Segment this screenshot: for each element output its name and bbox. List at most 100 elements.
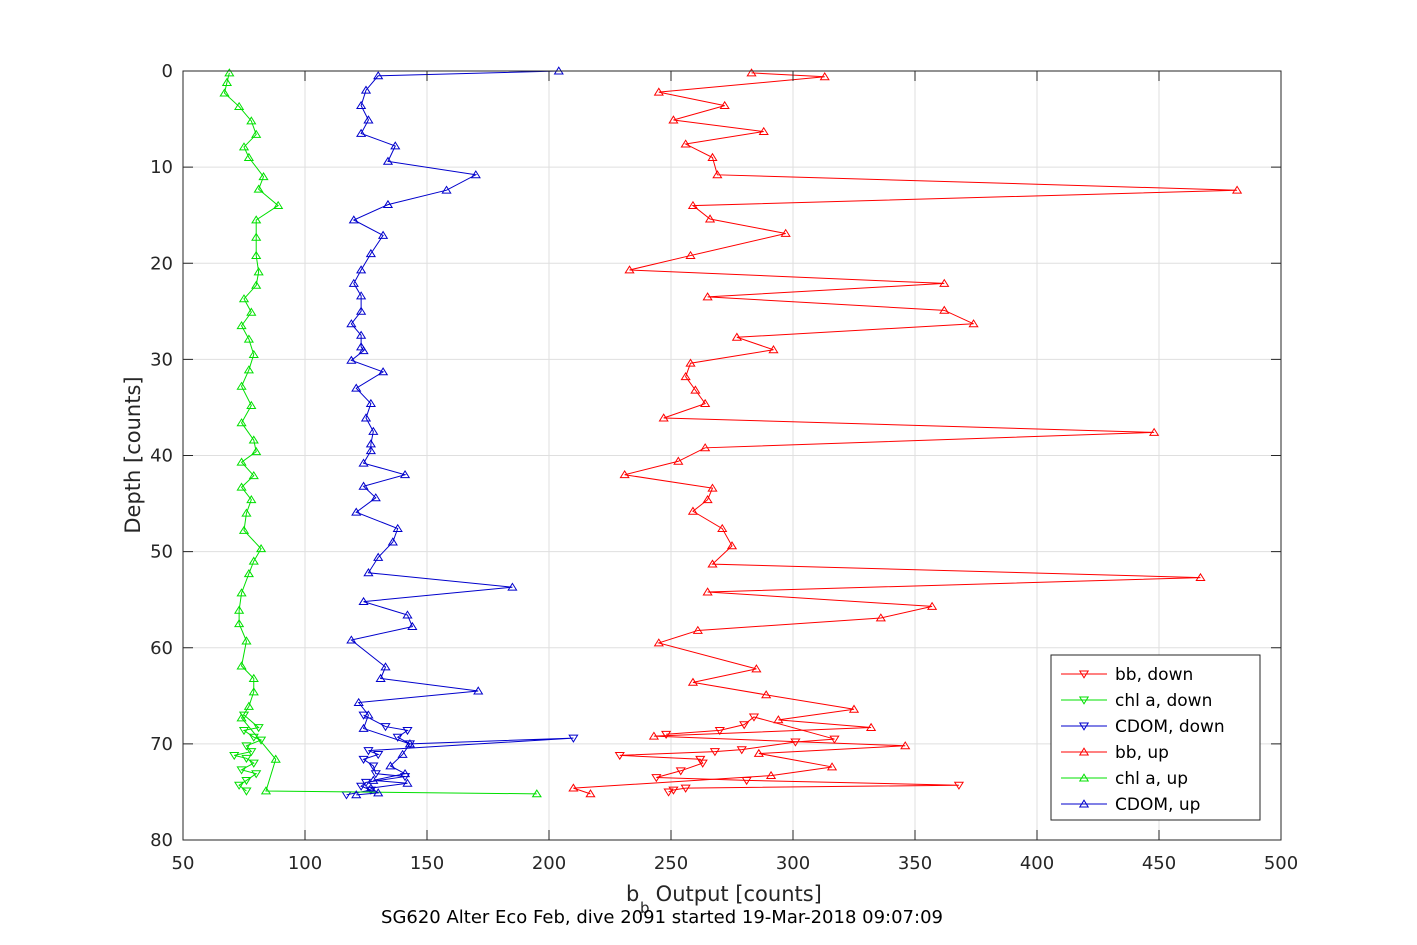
data-point: [241, 742, 252, 751]
x-tick-label: 500: [1264, 853, 1298, 874]
data-point: [507, 582, 518, 591]
data-point: [246, 307, 257, 316]
data-point: [399, 470, 411, 479]
data-point: [351, 790, 362, 799]
data-point: [680, 784, 691, 793]
data-point: [238, 726, 250, 736]
legend-entry: bb, down: [1061, 665, 1193, 685]
data-point: [251, 446, 262, 456]
data-point: [241, 508, 252, 517]
x-axis-label: b b Output [counts]: [626, 882, 822, 917]
series-line: [350, 70, 559, 796]
data-point: [236, 766, 247, 775]
data-point: [653, 638, 664, 647]
data-point: [360, 85, 372, 94]
data-point: [351, 383, 362, 392]
data-point: [236, 713, 247, 722]
data-point: [697, 759, 708, 768]
data-point: [773, 715, 784, 724]
data-point: [243, 701, 254, 710]
data-point: [373, 71, 384, 80]
data-point: [234, 101, 245, 111]
data-point: [392, 733, 403, 742]
data-point: [675, 767, 686, 776]
y-tick-labels: 0 10 20 30 40 50 60 70 80: [150, 61, 173, 851]
chart-caption: SG620 Alter Eco Feb, dive 2091 started 1…: [381, 907, 943, 928]
series-line: [573, 72, 1238, 795]
data-point: [229, 751, 240, 761]
data-point: [365, 445, 376, 455]
data-point: [968, 319, 979, 328]
legend-marker: [1078, 799, 1090, 808]
data-point: [387, 537, 398, 546]
legend-entry: bb, up: [1061, 743, 1169, 763]
data-point: [790, 738, 801, 747]
data-point: [373, 751, 384, 760]
data-point: [685, 358, 696, 367]
data-point: [707, 152, 718, 161]
data-point: [365, 786, 376, 795]
data-point: [253, 267, 264, 276]
data-point: [368, 426, 379, 435]
data-point: [614, 751, 625, 761]
data-point: [243, 569, 254, 578]
series-3: [568, 68, 1243, 798]
data-point: [248, 673, 259, 682]
data-point: [687, 506, 699, 515]
data-point: [709, 748, 721, 757]
y-tick-label: 60: [150, 638, 173, 659]
x-tick-label: 200: [532, 853, 566, 874]
data-point: [241, 787, 252, 796]
series-4: [219, 68, 542, 798]
x-tick-label: 300: [776, 853, 810, 874]
y-tick-label: 20: [150, 253, 173, 274]
data-point: [236, 588, 247, 597]
data-point: [373, 552, 384, 561]
legend-marker: [1078, 747, 1090, 756]
data-point: [238, 142, 250, 151]
data-point: [619, 470, 630, 479]
data-point: [380, 723, 391, 732]
data-point: [243, 334, 254, 343]
y-tick-label: 30: [150, 349, 173, 370]
data-point: [363, 710, 374, 719]
data-point: [236, 418, 247, 427]
data-point: [358, 458, 369, 467]
data-point: [236, 482, 247, 491]
data-point: [441, 185, 452, 194]
data-point: [658, 413, 669, 422]
data-point: [248, 435, 259, 444]
data-point: [356, 100, 367, 110]
data-point: [346, 635, 357, 644]
data-point: [780, 228, 791, 237]
data-point: [241, 776, 252, 786]
data-point: [219, 88, 230, 97]
series-5: [346, 66, 564, 799]
data-point: [360, 413, 372, 422]
data-point: [236, 381, 247, 390]
data-point: [731, 332, 742, 341]
data-point: [663, 788, 674, 797]
data-point: [704, 214, 716, 223]
data-point: [1195, 572, 1206, 582]
data-point: [380, 662, 391, 671]
data-point: [241, 636, 252, 645]
data-point: [404, 739, 416, 748]
data-point: [377, 367, 389, 376]
data-point: [687, 200, 699, 210]
data-point: [753, 748, 764, 757]
data-point: [251, 129, 262, 138]
data-point: [390, 141, 401, 150]
data-point: [1231, 185, 1243, 194]
data-point: [270, 754, 281, 763]
data-point: [382, 156, 394, 165]
x-tick-label: 450: [1142, 853, 1176, 874]
ticks: [182, 70, 1282, 841]
data-point: [221, 77, 233, 86]
data-point: [829, 735, 840, 744]
data-point: [253, 184, 264, 193]
data-point: [568, 734, 579, 743]
data-point: [865, 722, 877, 731]
data-point: [751, 664, 762, 673]
data-point: [392, 523, 403, 532]
